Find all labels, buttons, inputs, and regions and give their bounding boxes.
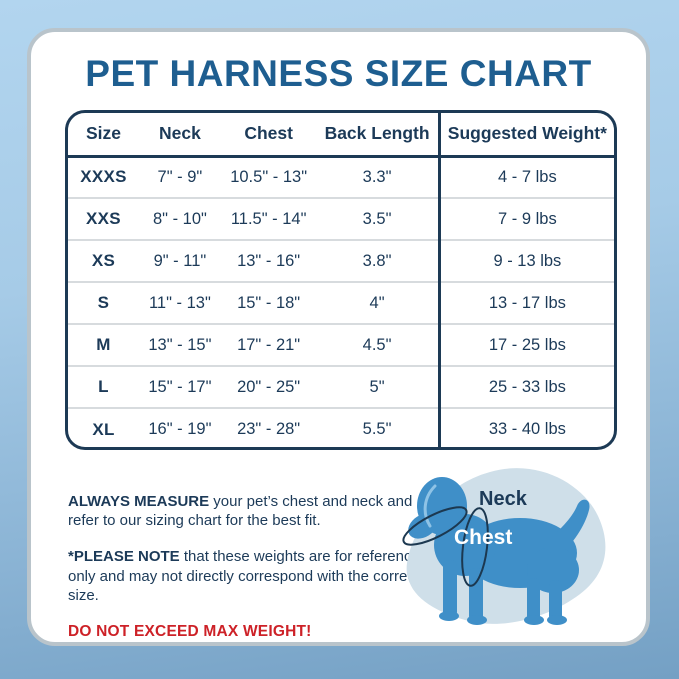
table-row-l: L 15" - 17" 20" - 25" 5" 25 - 33 lbs xyxy=(68,365,614,408)
cell-back-length: 4" xyxy=(316,281,440,324)
neck-measure-loop xyxy=(402,506,468,546)
dog-illustration xyxy=(402,468,606,625)
size-table: Size Neck Chest Back Length Suggested We… xyxy=(68,113,614,447)
page-title: PET HARNESS SIZE CHART xyxy=(85,53,592,94)
cell-suggested-weight: 25 - 33 lbs xyxy=(437,365,614,408)
cell-size: M xyxy=(68,323,139,366)
cell-size: XS xyxy=(68,239,139,282)
cell-back-length: 4.5" xyxy=(316,323,440,366)
cell-chest: 13" - 16" xyxy=(220,239,317,282)
max-weight-warning: DO NOT EXCEED MAX WEIGHT! xyxy=(68,622,312,640)
column-header-suggested-weight: Suggested Weight* xyxy=(437,113,614,158)
sizing-notes: ALWAYS MEASURE your pet’s chest and neck… xyxy=(68,492,420,659)
cell-size: S xyxy=(68,281,139,324)
cell-neck: 11" - 13" xyxy=(138,281,221,324)
measure-note-lead: ALWAYS MEASURE xyxy=(68,493,210,510)
cell-suggested-weight: 7 - 9 lbs xyxy=(437,197,614,240)
cell-chest: 11.5" - 14" xyxy=(220,197,317,240)
cell-size: L xyxy=(68,365,139,408)
cell-suggested-weight: 17 - 25 lbs xyxy=(437,323,614,366)
cell-size: XXS xyxy=(68,197,139,240)
chest-measure-loop xyxy=(461,507,489,587)
size-table-container: Size Neck Chest Back Length Suggested We… xyxy=(65,110,617,450)
cell-suggested-weight: 33 - 40 lbs xyxy=(437,407,614,447)
measure-note: ALWAYS MEASURE your pet’s chest and neck… xyxy=(68,492,420,530)
cell-size: XL xyxy=(68,407,139,447)
reference-note-text: that these weights are for reference onl… xyxy=(68,548,420,604)
cell-neck: 9" - 11" xyxy=(138,239,221,282)
cell-back-length: 3.3" xyxy=(362,167,392,186)
cell-back-length: 3.8" xyxy=(316,239,440,282)
cell-neck: 7" - 9" xyxy=(157,167,203,186)
column-header-chest: Chest xyxy=(220,113,317,158)
table-row-xs: XS 9" - 11" 13" - 16" 3.8" 9 - 13 lbs xyxy=(68,239,614,282)
table-row-xxs: XXS 8" - 10" 11.5" - 14" 3.5" 7 - 9 lbs xyxy=(68,197,614,240)
cell-suggested-weight: 4 - 7 lbs xyxy=(437,156,614,198)
cell-back-length: 5.5" xyxy=(316,407,440,447)
chest-label: Chest xyxy=(454,526,513,549)
size-chart-card: PET HARNESS SIZE CHART Size Neck Chest B… xyxy=(27,28,650,646)
table-row-s: S 11" - 13" 15" - 18" 4" 13 - 17 lbs xyxy=(68,281,614,324)
cell-back-length: 3.5" xyxy=(316,197,440,240)
neck-label: Neck xyxy=(479,488,527,510)
cell-suggested-weight: 9 - 13 lbs xyxy=(437,239,614,282)
cell-chest: 17" - 21" xyxy=(220,323,317,366)
measure-note-text: your pet’s chest and neck and refer to o… xyxy=(68,493,413,530)
cell-chest: 15" - 18" xyxy=(220,281,317,324)
reference-note-lead: *PLEASE NOTE xyxy=(68,548,180,566)
table-row-xl: XL 16" - 19" 23" - 28" 5.5" 33 - 40 lbs xyxy=(68,407,614,447)
cell-neck: 8" - 10" xyxy=(138,197,221,240)
column-header-size: Size xyxy=(68,113,139,158)
cell-chest: 23" - 28" xyxy=(220,407,317,447)
cell-neck: 15" - 17" xyxy=(138,365,221,408)
cell-back-length: 5" xyxy=(316,365,440,408)
cell-suggested-weight: 13 - 17 lbs xyxy=(437,281,614,324)
cell-size: XXXS xyxy=(80,167,127,187)
column-header-back-length: Back Length xyxy=(316,113,440,158)
table-row-m: M 13" - 15" 17" - 21" 4.5" 17 - 25 lbs xyxy=(68,323,614,366)
reference-note: *PLEASE NOTE that these weights are for … xyxy=(68,547,420,605)
cell-neck: 16" - 19" xyxy=(138,407,221,447)
table-row-xxxs: XXXS 7" - 9" 10.5" - 13" 3.3" 4 - 7 lbs xyxy=(68,156,614,198)
cell-chest: 20" - 25" xyxy=(220,365,317,408)
dog-measurement-diagram: Neck Chest xyxy=(383,450,631,648)
column-header-neck: Neck xyxy=(138,113,221,158)
cell-neck: 13" - 15" xyxy=(138,323,221,366)
dog-ear-line xyxy=(423,484,437,528)
table-header-row: Size Neck Chest Back Length Suggested We… xyxy=(68,113,614,158)
cell-chest: 10.5" - 13" xyxy=(230,167,308,186)
